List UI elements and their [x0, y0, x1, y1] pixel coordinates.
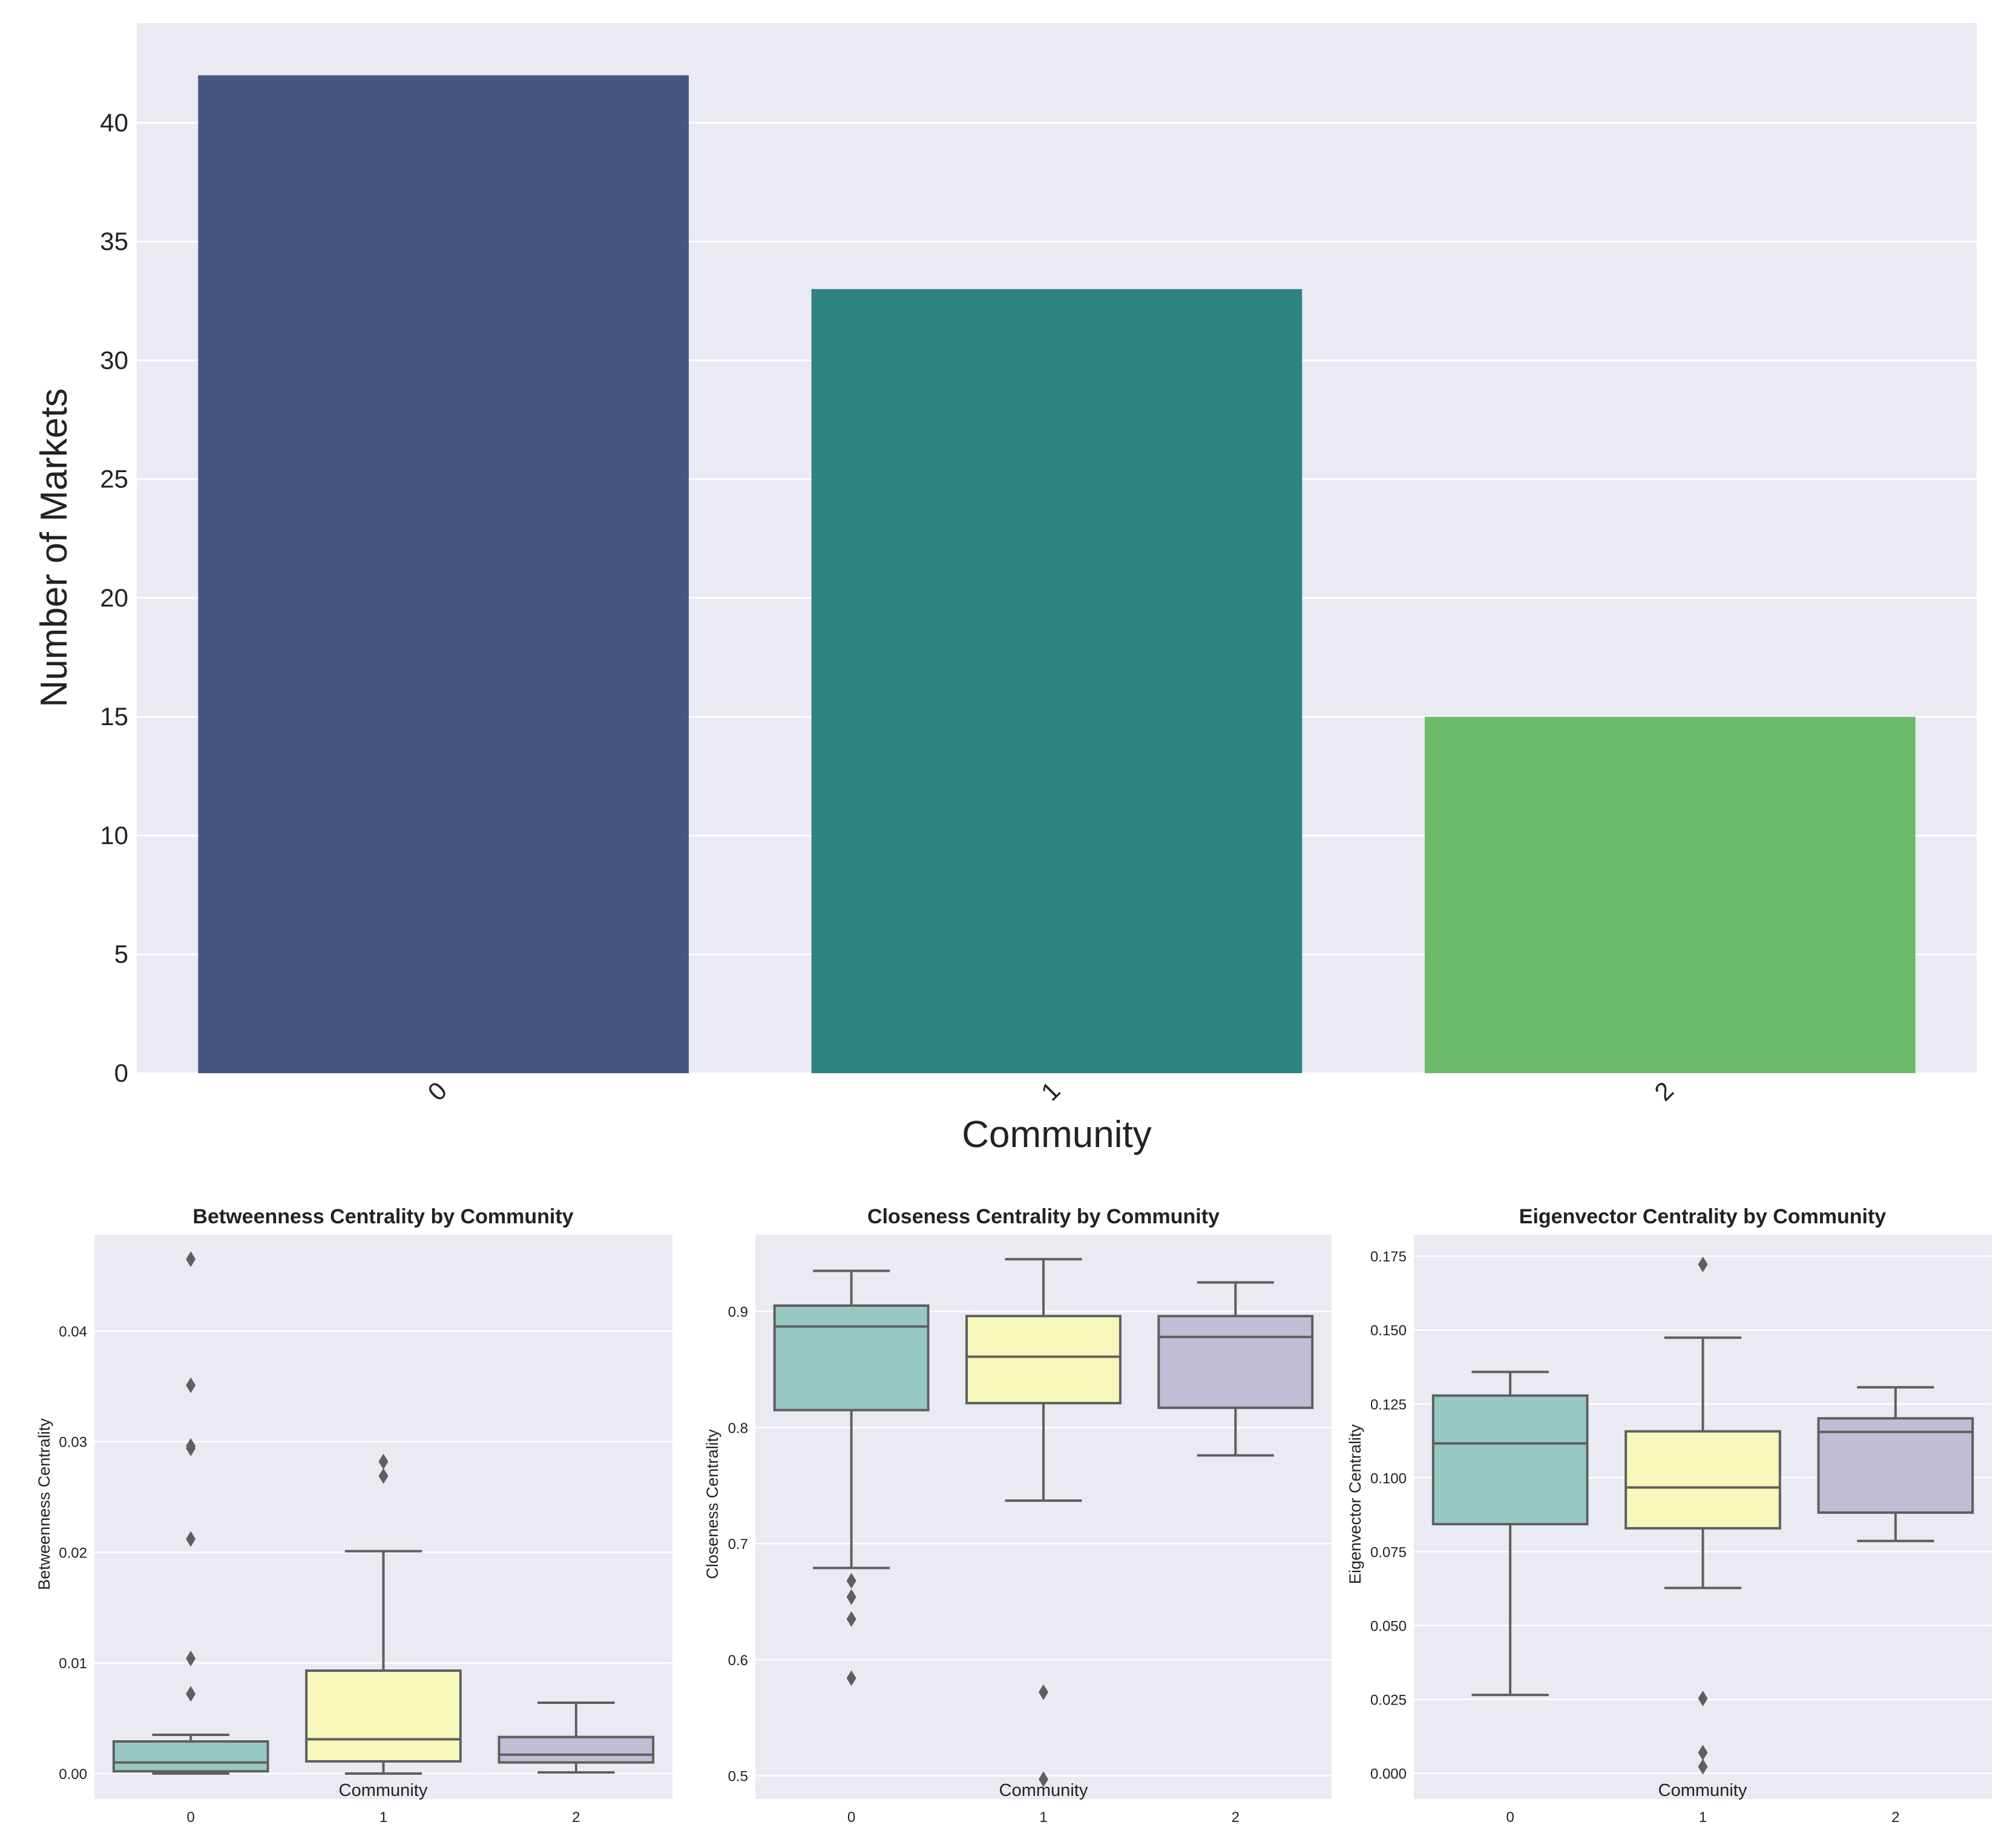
boxplot-box — [1431, 1394, 1589, 1525]
bar-chart-y-tick: 15 — [100, 702, 128, 731]
bar-chart-x-tick: 2 — [1649, 1076, 1679, 1106]
bar-chart-x-tick: 1 — [1036, 1076, 1066, 1106]
bar-chart-y-tick: 40 — [100, 108, 128, 137]
boxplot-outlier — [1698, 1744, 1708, 1761]
boxplot-y-tick: 0.050 — [1370, 1618, 1407, 1634]
boxplot-y-tick: 0.100 — [1370, 1470, 1407, 1487]
bar-chart-y-tick: 5 — [114, 940, 128, 968]
boxplot-y-tick: 0.00 — [59, 1766, 87, 1783]
boxplot-box — [1624, 1430, 1781, 1530]
bar-chart-y-tick: 30 — [100, 346, 128, 374]
boxplot-outlier — [1039, 1684, 1048, 1700]
boxplot-outlier — [846, 1589, 856, 1605]
eigenvector-boxplot-title: Eigenvector Centrality by Community — [1519, 1205, 1887, 1228]
boxplot-outlier — [1698, 1691, 1708, 1707]
boxplot-x-tick: 2 — [572, 1809, 580, 1826]
bar-chart-y-tick-labels: 0 5 10 15 20 25 30 35 40 — [100, 108, 128, 1087]
bar-chart-y-tick: 25 — [100, 465, 128, 493]
closeness-boxplot-title: Closeness Centrality by Community — [867, 1205, 1220, 1228]
boxplot-y-tick: 0.150 — [1370, 1323, 1407, 1339]
boxplot-x-tick: 0 — [1506, 1809, 1514, 1826]
bar-chart-x-tick: 0 — [422, 1076, 453, 1106]
bar — [811, 289, 1302, 1074]
bar-chart-y-tick: 20 — [100, 584, 128, 612]
boxplot-outlier — [186, 1686, 196, 1702]
boxplot-x-tick: 1 — [1039, 1809, 1047, 1826]
boxplot-y-tick: 0.01 — [59, 1656, 87, 1672]
boxplot-box — [498, 1735, 655, 1764]
boxplot-x-tick: 0 — [847, 1809, 855, 1826]
boxplot-outlier — [378, 1468, 389, 1484]
boxplot-y-tick: 0.04 — [59, 1324, 87, 1340]
boxplot-outlier — [846, 1670, 856, 1686]
boxplot-x-tick: 0 — [186, 1809, 194, 1826]
boxplot-y-tick: 0.125 — [1370, 1396, 1407, 1413]
boxplot-y-tick: 0.025 — [1370, 1692, 1407, 1708]
boxplot-box — [965, 1315, 1122, 1405]
boxplot-outlier — [186, 1531, 196, 1547]
bar-chart-x-axis-label: Community — [962, 1114, 1152, 1156]
bar — [198, 75, 689, 1074]
closeness-boxplot: Closeness Centrality by Community Closen… — [703, 1205, 1332, 1826]
betweenness-boxplot: Betweenness Centrality by Community Betw… — [35, 1205, 672, 1826]
boxplot-x-tick: 2 — [1232, 1809, 1240, 1826]
boxplot-y-tick: 0.075 — [1370, 1544, 1407, 1560]
boxplot-outlier — [1039, 1771, 1048, 1787]
boxplot-y-tick: 0.000 — [1370, 1766, 1407, 1783]
boxplot-outlier — [1698, 1758, 1708, 1775]
boxplot-y-tick: 0.7 — [728, 1536, 748, 1553]
bar-chart-y-tick: 0 — [114, 1059, 128, 1087]
boxplot-y-tick: 0.175 — [1370, 1249, 1407, 1265]
boxplot-y-tick: 0.6 — [728, 1652, 748, 1669]
betweenness-boxplot-x-axis-label: Community — [339, 1781, 428, 1800]
eigenvector-boxplot-x-axis-label: Community — [1658, 1781, 1747, 1800]
bar-chart-y-tick: 35 — [100, 227, 128, 255]
bar-chart-y-axis-label: Number of Markets — [33, 388, 75, 707]
bar-chart-bars — [198, 75, 1916, 1074]
bar-chart-x-tick-labels: 0 1 2 — [422, 1076, 1679, 1106]
boxplot-outlier — [846, 1573, 856, 1589]
boxplot-box — [112, 1740, 269, 1773]
boxplot-outlier — [186, 1650, 196, 1666]
betweenness-boxplot-y-axis-label: Betweenness Centrality — [35, 1418, 53, 1590]
boxplot-box — [305, 1669, 462, 1763]
boxplot-box — [773, 1304, 930, 1412]
bar-chart: 0 5 10 15 20 25 30 35 40 0 1 2 Number of Markets C… — [33, 23, 1977, 1156]
betweenness-boxplot-title: Betweenness Centrality by Community — [192, 1205, 573, 1228]
bar — [1425, 717, 1916, 1073]
boxplot-x-tick: 1 — [379, 1809, 387, 1826]
boxplot-y-tick: 0.8 — [728, 1420, 748, 1436]
boxplot-y-tick: 0.9 — [728, 1304, 748, 1321]
boxplot-x-tick: 2 — [1891, 1809, 1899, 1826]
eigenvector-boxplot: Eigenvector Centrality by Community Eige… — [1346, 1205, 1992, 1826]
boxplot-outlier — [186, 1377, 196, 1393]
boxplot-y-tick: 0.03 — [59, 1435, 87, 1451]
boxplot-y-tick: 0.02 — [59, 1545, 87, 1561]
bar-chart-y-tick: 10 — [100, 821, 128, 849]
boxplot-outlier — [378, 1453, 389, 1470]
boxplot-box — [1817, 1417, 1974, 1514]
closeness-boxplot-y-axis-label: Closeness Centrality — [703, 1429, 721, 1579]
boxplot-y-tick: 0.5 — [728, 1769, 748, 1785]
boxplot-x-tick: 1 — [1699, 1809, 1707, 1826]
boxplot-box — [1157, 1315, 1314, 1409]
boxplot-outlier — [186, 1438, 196, 1455]
boxplot-outlier — [846, 1611, 856, 1627]
boxplot-outlier — [186, 1251, 196, 1268]
boxplot-outlier — [1698, 1256, 1708, 1272]
eigenvector-boxplot-y-axis-label: Eigenvector Centrality — [1346, 1424, 1364, 1584]
